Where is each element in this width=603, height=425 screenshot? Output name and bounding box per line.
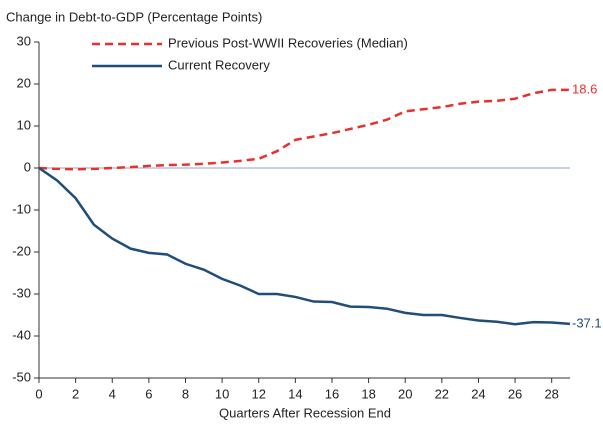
- end-label: -37.1: [572, 315, 602, 330]
- x-axis-label: Quarters After Recession End: [219, 405, 391, 420]
- x-tick-label: 20: [398, 386, 412, 401]
- y-tick-label: -30: [12, 285, 31, 300]
- x-tick-label: 10: [215, 386, 229, 401]
- x-tick-label: 2: [72, 386, 79, 401]
- x-tick-label: 24: [471, 386, 485, 401]
- x-tick-label: 8: [182, 386, 189, 401]
- end-label: 18.6: [572, 81, 597, 96]
- legend-label: Current Recovery: [168, 57, 270, 72]
- x-tick-label: 6: [145, 386, 152, 401]
- x-tick-label: 0: [35, 386, 42, 401]
- x-tick-label: 16: [325, 386, 339, 401]
- y-tick-label: 0: [24, 159, 31, 174]
- y-tick-label: -10: [12, 201, 31, 216]
- x-tick-label: 18: [361, 386, 375, 401]
- legend-label: Previous Post-WWII Recoveries (Median): [168, 35, 408, 50]
- series-line: [38, 166, 571, 326]
- chart-title: Change in Debt-to-GDP (Percentage Points…: [6, 9, 262, 24]
- series-line: [38, 88, 570, 171]
- y-tick-label: -20: [12, 243, 31, 258]
- y-tick-label: 10: [17, 117, 31, 132]
- x-tick-label: 14: [288, 386, 302, 401]
- x-tick-label: 22: [435, 386, 449, 401]
- y-tick-label: -40: [12, 327, 31, 342]
- x-tick-label: 4: [109, 386, 116, 401]
- x-tick-label: 12: [251, 386, 265, 401]
- y-tick-label: -50: [12, 369, 31, 384]
- x-tick-label: 26: [508, 386, 522, 401]
- x-tick-label: 28: [544, 386, 558, 401]
- y-tick-label: 30: [17, 33, 31, 48]
- y-tick-label: 20: [17, 75, 31, 90]
